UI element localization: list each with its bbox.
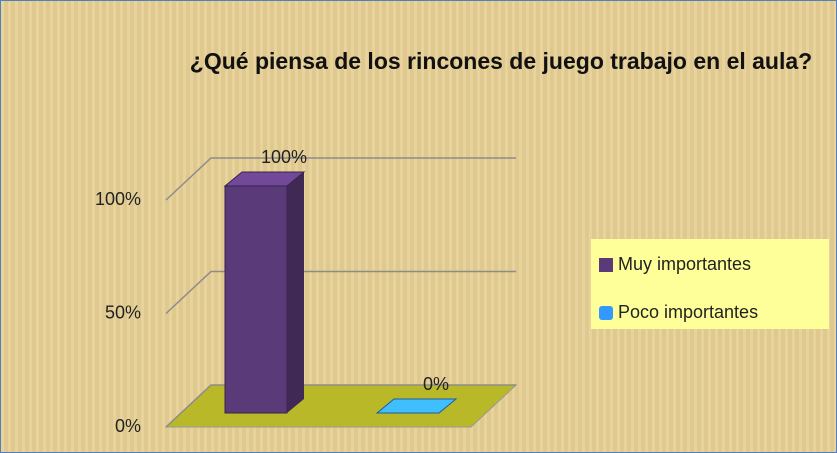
data-label: 100% xyxy=(261,147,307,167)
y-tick-label: 50% xyxy=(105,302,141,322)
grid-line xyxy=(165,157,516,201)
floor xyxy=(164,384,518,428)
legend-swatch xyxy=(599,258,613,272)
bar-side xyxy=(287,172,304,413)
y-tick-label: 100% xyxy=(95,189,141,209)
bar-top xyxy=(375,398,458,414)
y-tick-label: 0% xyxy=(115,416,141,436)
legend-box xyxy=(591,239,829,329)
grid-line xyxy=(165,384,516,428)
legend-swatch xyxy=(599,306,613,320)
bar-top xyxy=(223,171,306,187)
data-label: 0% xyxy=(423,374,449,394)
bar-front xyxy=(224,185,288,414)
grid-line xyxy=(165,270,516,315)
legend-label: Muy importantes xyxy=(618,254,751,274)
chart-title: ¿Qué piensa de los rincones de juego tra… xyxy=(189,48,813,74)
legend-label: Poco importantes xyxy=(618,302,758,322)
